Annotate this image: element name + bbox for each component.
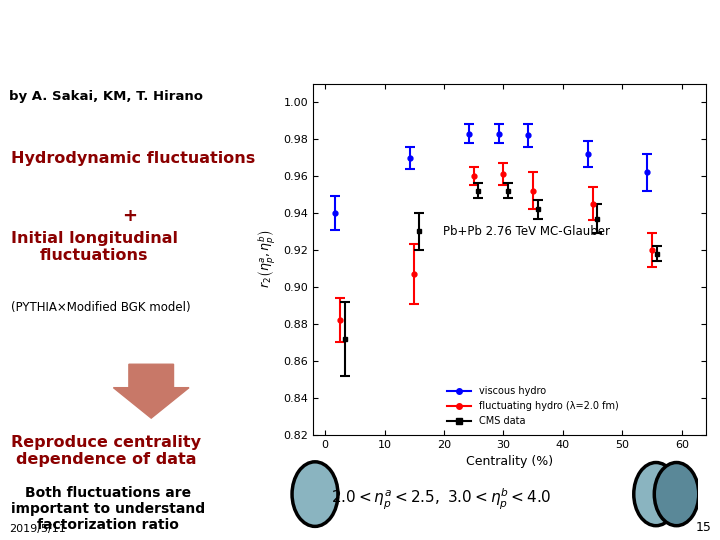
Text: 15: 15: [696, 522, 711, 535]
X-axis label: Centrality (%): Centrality (%): [466, 455, 553, 468]
Text: +: +: [122, 207, 138, 225]
Ellipse shape: [292, 462, 338, 526]
Text: Hydrodynamic fluctuations: Hydrodynamic fluctuations: [11, 151, 255, 166]
FancyArrow shape: [114, 364, 189, 418]
Ellipse shape: [654, 462, 698, 526]
Text: 2019/5/11: 2019/5/11: [9, 524, 66, 535]
Ellipse shape: [634, 462, 678, 526]
Text: Reproduce centrality
dependence of data: Reproduce centrality dependence of data: [11, 435, 201, 467]
Text: (PYTHIA×Modified BGK model): (PYTHIA×Modified BGK model): [11, 301, 190, 314]
Text: Factorization ratio $r_2\left(\eta_p^a, \eta_p^b\right)$: Factorization ratio $r_2\left(\eta_p^a, …: [157, 16, 563, 56]
Text: Pb+Pb 2.76 TeV MC-Glauber: Pb+Pb 2.76 TeV MC-Glauber: [443, 225, 610, 238]
Text: $2.0 < \eta_p^a < 2.5,\ 3.0 < \eta_p^b < 4.0$: $2.0 < \eta_p^a < 2.5,\ 3.0 < \eta_p^b <…: [331, 487, 552, 512]
Legend: viscous hydro, fluctuating hydro (λ=2.0 fm), CMS data: viscous hydro, fluctuating hydro (λ=2.0 …: [443, 382, 623, 430]
Y-axis label: $r_2\left(\eta_p^a, \eta_p^b\right)$: $r_2\left(\eta_p^a, \eta_p^b\right)$: [256, 230, 278, 288]
Text: by A. Sakai, KM, T. Hirano: by A. Sakai, KM, T. Hirano: [9, 90, 202, 103]
Text: Both fluctuations are
important to understand
factorization ratio: Both fluctuations are important to under…: [11, 486, 205, 532]
Text: Initial longitudinal
fluctuations: Initial longitudinal fluctuations: [11, 231, 178, 263]
